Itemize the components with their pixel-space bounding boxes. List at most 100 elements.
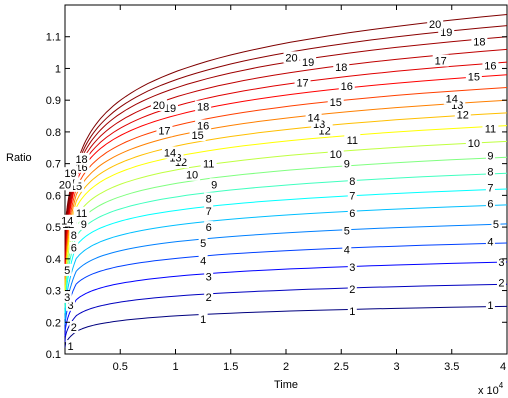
contour-label: 12 [457,109,469,121]
contour-label: 8 [487,167,493,179]
contour-label-background [66,340,76,353]
contour-label-background [311,117,328,130]
contour-label-background [491,217,501,230]
contour-label-background [204,192,214,205]
y-tick-label: 0.2 [46,317,61,329]
contour-label: 2 [206,292,212,304]
contour-label-background [69,241,79,254]
contour-label-background [62,290,72,303]
contour-label-background [327,95,344,108]
x-tick-label: 2.5 [334,361,349,373]
contour-label: 10 [468,138,480,150]
contour-label-background [338,79,355,92]
contour-line [64,125,508,291]
contour-label: 18 [197,102,209,114]
x-axis-exponent: x 104 [478,381,504,397]
contour-label: 18 [335,62,347,74]
contour-label-background [347,206,357,219]
contour-label: 7 [487,182,493,194]
contour-label: 14 [61,216,73,228]
x-axis-exponent-power: 4 [499,381,504,390]
contour-label: 17 [296,78,308,90]
contour-label-background [485,235,495,248]
contour-label-background [496,255,506,268]
contour-label: 4 [344,244,350,256]
contour-label: 7 [349,190,355,202]
contour-label: 18 [473,36,485,48]
x-axis-exponent-base: x 10 [478,385,499,397]
contour-label: 3 [64,292,70,304]
y-axis-label: Ratio [6,152,32,164]
contour-label: 15 [191,130,203,142]
contour-label-background [57,178,73,191]
contour-label-background [485,165,495,178]
contour-label-background [198,236,208,249]
contour-label-background [198,254,208,267]
y-tick-label: 0.1 [46,349,61,361]
contour-label-background [62,167,79,180]
contour-line [64,156,508,303]
contour-label-background [347,175,357,188]
contour-label: 1 [67,341,73,353]
contour-label: 6 [206,222,212,234]
contour-label-background [79,217,89,230]
contour-label: 5 [64,265,70,277]
contour-label-background [432,54,449,67]
contour-label: 14 [308,113,320,125]
contour-label: 3 [206,271,212,283]
contour-label: 5 [200,238,206,250]
y-tick-label: 0.4 [46,254,61,266]
contour-label: 20 [429,19,441,31]
contour-label: 18 [75,154,87,166]
contour-label-background [496,276,506,289]
x-tick-label: 4 [500,361,506,373]
contour-label: 5 [493,219,499,231]
y-tick-label: 0.8 [46,127,61,139]
contour-label-background [485,197,495,210]
contour-label-background [204,290,214,303]
contour-label: 3 [498,257,504,269]
contour-label-background [347,189,357,202]
contour-label: 15 [330,97,342,109]
contour-label: 6 [349,208,355,220]
contour-label-background [198,313,208,326]
contour-label: 9 [487,151,493,163]
contour-label: 16 [197,121,209,133]
contour-label-background [347,282,357,295]
contour-label-background [62,263,72,276]
x-tick-label: 3 [393,361,399,373]
contour-label-background [195,119,212,132]
contour-label-background [342,224,352,237]
contour-label: 19 [302,57,314,69]
contour-label-background [327,148,344,161]
contour-label: 9 [344,159,350,171]
contour-label-background [342,243,352,256]
y-tick-label: 0.9 [46,95,61,107]
contour-label: 3 [349,262,355,274]
contour-label: 6 [71,243,77,255]
contour-label: 13 [313,119,325,131]
contour-label: 20 [285,52,297,64]
contour-label: 11 [485,124,496,136]
contour-label: 2 [349,284,355,296]
contour-label: 16 [484,60,496,72]
contour-label: 2 [71,322,77,334]
x-tick-label: 0.5 [113,361,128,373]
contour-label: 17 [435,56,447,68]
contour-label: 8 [71,230,77,242]
contour-label-background [427,18,444,31]
contour-label-background [204,221,214,234]
contour-label: 1 [349,306,355,318]
contour-label-background [209,178,219,191]
contour-label-background [465,70,482,83]
x-tick-label: 1 [172,361,178,373]
contour-label-background [283,51,300,64]
contour-label-background [485,181,495,194]
contour-label-background [73,206,90,219]
y-tick-label: 0.7 [46,159,61,171]
contour-label: 11 [76,208,87,220]
contour-label-background [300,56,317,69]
y-tick-label: 0.5 [46,222,61,234]
contour-label: 9 [211,179,217,191]
